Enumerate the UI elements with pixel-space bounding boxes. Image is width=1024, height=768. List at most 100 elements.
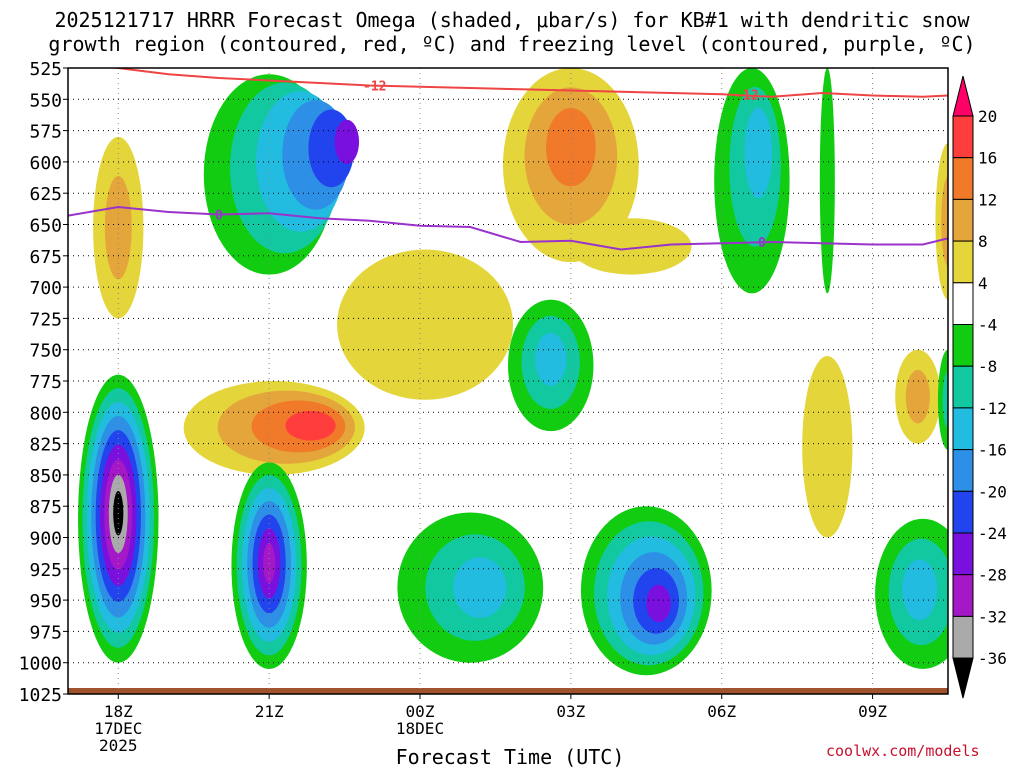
colorbar-label-8: -16 [978,441,1007,460]
omega-level--8 [942,371,948,429]
omega-sink-cell-7 [508,299,594,432]
freezing-level-line-label-0: 0 [215,208,223,223]
omega-sink-cell-0 [203,74,360,275]
y-tick-label-550: 550 [29,90,62,111]
y-tick-label-750: 750 [29,341,62,362]
y-tick-label-725: 725 [29,309,62,330]
dgz-contour-line-label-1: -12 [735,88,758,103]
grid-layer [68,67,948,695]
colorbar-segment-9 [952,449,974,492]
y-tick-label-625: 625 [29,184,62,205]
omega-level-4 [802,355,853,538]
x-tick-label-6-0: 00Z [406,702,435,721]
x-tick-label-0-1: 17DEC [94,719,142,738]
y-tick-label-950: 950 [29,591,62,612]
omega-rise-cell-7 [935,143,948,300]
omega-level-8 [104,175,132,280]
omega-level-4 [337,249,514,400]
omega-shading-layer [68,68,948,694]
omega-rise-cell-3 [337,249,514,400]
omega-level-4 [570,218,692,275]
x-axis-label: Forecast Time (UTC) [396,745,625,768]
colorbar-label-5: -4 [978,316,997,335]
chart-title-line1: 2025121717 HRRR Forecast Omega (shaded, … [54,8,970,32]
y-tick-label-900: 900 [29,529,62,550]
y-tick-label-525: 525 [29,59,62,80]
y-tick-label-800: 800 [29,403,62,424]
omega-level-8 [941,176,948,266]
colorbar-label-13: -36 [978,649,1007,668]
contour-line-layer [68,68,948,251]
omega-level-16 [285,410,336,441]
omega-rise-cell-2 [502,68,639,263]
x-tick-label-0-2: 2025 [99,736,138,755]
x-tick-label-15-0: 09Z [858,702,887,721]
omega-sink-cell-4 [231,462,307,669]
dgz-contour-line-label-0: -12 [363,80,386,95]
colorbar-bottom-arrow [952,657,974,699]
omega-level--12 [535,332,567,386]
omega-rise-cell-6 [895,349,941,444]
omega-sink-cell-8 [875,518,948,669]
omega-rise-cell-4 [570,218,692,275]
omega-rise-cell-0 [93,136,144,319]
omega-sink-cell-1 [714,68,790,294]
omega-rise-cell-5 [802,355,853,538]
y-tick-label-650: 650 [29,216,62,237]
y-tick-label-600: 600 [29,153,62,174]
y-tick-label-1000: 1000 [19,654,62,675]
axis-layer: 525 550 575 600 625 650 675 700 725 750 775 800 825 8… [19,59,888,755]
y-tick-label-825: 825 [29,435,62,456]
colorbar-segment-5 [952,282,974,325]
colorbar: 20 16 12 8 4 -4 -8 -12 -16 -20 -24 -28 -32 -36 [952,75,1007,699]
omega-level-8 [905,369,930,424]
y-tick-label-775: 775 [29,372,62,393]
terrain-strip [68,688,948,694]
y-tick-label-700: 700 [29,278,62,299]
x-tick-label-12-0: 06Z [707,702,736,721]
omega-level--12 [744,107,773,199]
colorbar-label-10: -24 [978,524,1007,543]
colorbar-label-4: 4 [978,274,988,293]
y-tick-label-925: 925 [29,560,62,581]
colorbar-segment-13 [952,615,974,659]
colorbar-segment-2 [952,157,974,200]
colorbar-label-6: -8 [978,357,997,376]
contour-label-layer: 0 0 -12 -12 [215,80,766,252]
colorbar-label-1: 16 [978,149,997,168]
y-tick-label-675: 675 [29,247,62,268]
colorbar-segment-12 [952,574,974,617]
y-tick-label-975: 975 [29,622,62,643]
colorbar-label-0: 20 [978,107,997,126]
y-tick-label-1025: 1025 [19,685,62,706]
colorbar-segment-10 [952,490,974,534]
omega-level--24 [646,584,671,623]
omega-level-12 [546,107,596,187]
colorbar-label-3: 8 [978,232,988,251]
dgz-contour-line [108,68,948,98]
y-tick-label-850: 850 [29,466,62,487]
colorbar-top-arrow [952,75,974,117]
colorbar-label-7: -12 [978,399,1007,418]
colorbar-segment-4 [952,240,974,284]
omega-sink-cell-6 [580,506,712,676]
freezing-level-line [68,205,948,251]
y-tick-label-875: 875 [29,497,62,518]
colorbar-label-9: -20 [978,482,1007,501]
source-credit: coolwx.com/models [826,742,980,760]
omega-level--12 [453,557,507,618]
colorbar-segment-3 [952,198,974,242]
colorbar-segment-1 [952,115,974,159]
x-tick-label-6-1: 18DEC [396,719,444,738]
colorbar-segment-7 [952,365,974,409]
x-tick-label-3-0: 21Z [255,702,284,721]
omega-sink-cell-2 [819,68,835,294]
colorbar-label-2: 12 [978,190,997,209]
colorbar-label-11: -28 [978,566,1007,585]
colorbar-label-12: -32 [978,607,1007,626]
freezing-level-line-label-1: 0 [758,236,766,251]
y-tick-label-575: 575 [29,122,62,143]
x-tick-label-9-0: 03Z [556,702,585,721]
colorbar-segment-8 [952,407,974,451]
